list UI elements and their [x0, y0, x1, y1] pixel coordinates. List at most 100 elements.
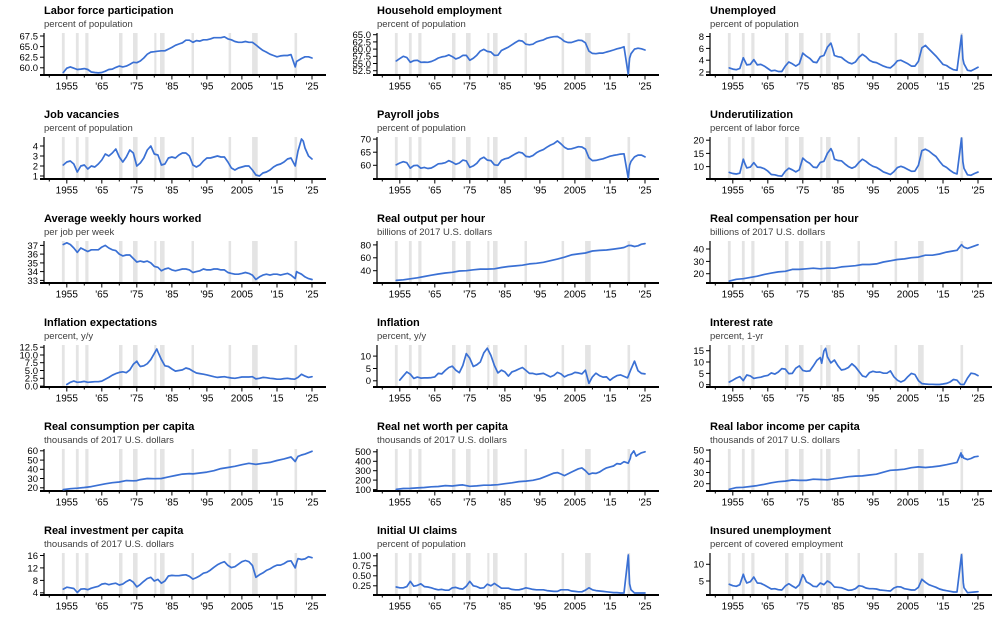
- recession-band: [561, 449, 565, 491]
- chart-unemployed: Unemployed percent of population 2 4 6 8 195…: [666, 2, 999, 106]
- x-tick-label: '65: [428, 82, 441, 93]
- y-tick-label: 8: [33, 576, 38, 587]
- recession-band: [751, 449, 755, 491]
- recession-band: [408, 33, 412, 75]
- recession-band: [894, 241, 898, 283]
- recession-band: [741, 241, 745, 283]
- recession-band: [294, 137, 298, 179]
- recession-band: [133, 553, 138, 595]
- x-tick-label: '25: [971, 82, 984, 93]
- recession-band: [741, 137, 745, 179]
- chart-title: Real output per hour: [377, 213, 486, 225]
- y-tick-label: 34: [27, 267, 38, 278]
- recession-band: [918, 553, 924, 595]
- recession-band: [857, 345, 860, 387]
- chart-subtitle: percent of labor force: [710, 123, 800, 134]
- recession-band: [627, 449, 631, 491]
- chart-title: Job vacancies: [44, 109, 120, 121]
- recession-band: [487, 345, 490, 387]
- y-tick-label: 100: [355, 485, 371, 496]
- x-tick-label: 1955: [722, 290, 745, 301]
- recession-band: [960, 345, 964, 387]
- recession-band: [154, 345, 157, 387]
- recession-band: [524, 137, 527, 179]
- recession-band: [191, 241, 194, 283]
- chart-subtitle: billions of 2017 U.S. dollars: [710, 227, 826, 238]
- chart-real-net-worth-per-capita: Real net worth per capita thousands of 2…: [333, 418, 666, 522]
- recession-band: [228, 553, 232, 595]
- y-tick-label: 60: [27, 447, 38, 457]
- x-tick-label: '15: [603, 290, 616, 301]
- recession-band: [154, 553, 157, 595]
- recession-band: [408, 137, 412, 179]
- x-tick-label: '15: [270, 290, 283, 301]
- data-line: [395, 450, 646, 491]
- y-tick-label: 40: [693, 457, 704, 468]
- underutilization-plot: 10 15 20 1955 '65 '75 '85 '95 2005 '15 '25: [693, 136, 992, 197]
- x-tick-label: '85: [165, 290, 178, 301]
- x-tick-label: 2005: [897, 82, 920, 93]
- chart-average-weekly-hours-worked: Average weekly hours worked per job per …: [0, 210, 333, 314]
- x-tick-label: '65: [95, 186, 108, 197]
- chart-title: Insured unemployment: [710, 525, 832, 537]
- x-tick-label: '95: [866, 82, 879, 93]
- recession-band: [785, 449, 789, 491]
- x-tick-label: 2005: [564, 602, 587, 613]
- recession-band: [820, 33, 823, 75]
- x-tick-label: '75: [463, 186, 476, 197]
- recession-band: [799, 449, 804, 491]
- recession-band: [751, 33, 755, 75]
- chart-title: Real compensation per hour: [710, 213, 859, 225]
- recession-band: [418, 137, 422, 179]
- recession-band: [133, 33, 138, 75]
- recession-band: [627, 241, 631, 283]
- x-tick-label: '85: [498, 82, 511, 93]
- x-tick-label: '85: [498, 394, 511, 405]
- x-tick-label: '25: [305, 602, 318, 613]
- y-tick-label: 3: [33, 151, 38, 162]
- recession-band: [493, 449, 498, 491]
- x-tick-label: 2005: [897, 498, 920, 509]
- x-tick-label: 2005: [231, 290, 254, 301]
- chart-title: Initial UI claims: [377, 525, 458, 537]
- x-tick-label: '75: [130, 394, 143, 405]
- recession-band: [524, 449, 527, 491]
- household-employment-plot: 52.555.057.560.062.565.0 1955 '65 '75 '85 '95…: [353, 31, 659, 93]
- recession-band: [394, 33, 398, 75]
- chart-title: Unemployed: [710, 5, 777, 17]
- chart-title: Inflation: [377, 317, 420, 329]
- y-tick-label: 1: [33, 171, 38, 182]
- recession-band: [585, 553, 591, 595]
- x-tick-label: 1955: [389, 186, 412, 197]
- recession-band: [119, 241, 123, 283]
- data-line: [395, 35, 646, 75]
- x-tick-label: '25: [971, 290, 984, 301]
- y-tick-label: 0.50: [353, 571, 372, 582]
- x-tick-label: '85: [831, 394, 844, 405]
- chart-subtitle: percent of population: [710, 19, 799, 30]
- x-tick-label: 1955: [722, 82, 745, 93]
- recession-band: [857, 241, 860, 283]
- x-tick-label: '25: [971, 186, 984, 197]
- x-tick-label: 1955: [722, 602, 745, 613]
- y-tick-label: 65: [360, 148, 371, 159]
- recession-band: [466, 241, 471, 283]
- y-tick-label: 55.0: [353, 59, 372, 70]
- y-tick-label: 15: [693, 346, 704, 357]
- recession-band: [119, 449, 123, 491]
- y-tick-label: 0.0: [25, 382, 38, 393]
- data-line: [398, 347, 646, 385]
- recession-band: [394, 345, 398, 387]
- recession-band: [85, 449, 89, 491]
- y-tick-label: 70: [360, 135, 371, 146]
- x-tick-label: '75: [130, 602, 143, 613]
- x-tick-label: '85: [831, 290, 844, 301]
- x-tick-label: '65: [95, 82, 108, 93]
- x-tick-label: '25: [638, 498, 651, 509]
- chart-inflation-expectations: Inflation expectations percent, y/y 0.0 2…: [0, 314, 333, 418]
- chart-subtitle: percent of population: [44, 123, 133, 134]
